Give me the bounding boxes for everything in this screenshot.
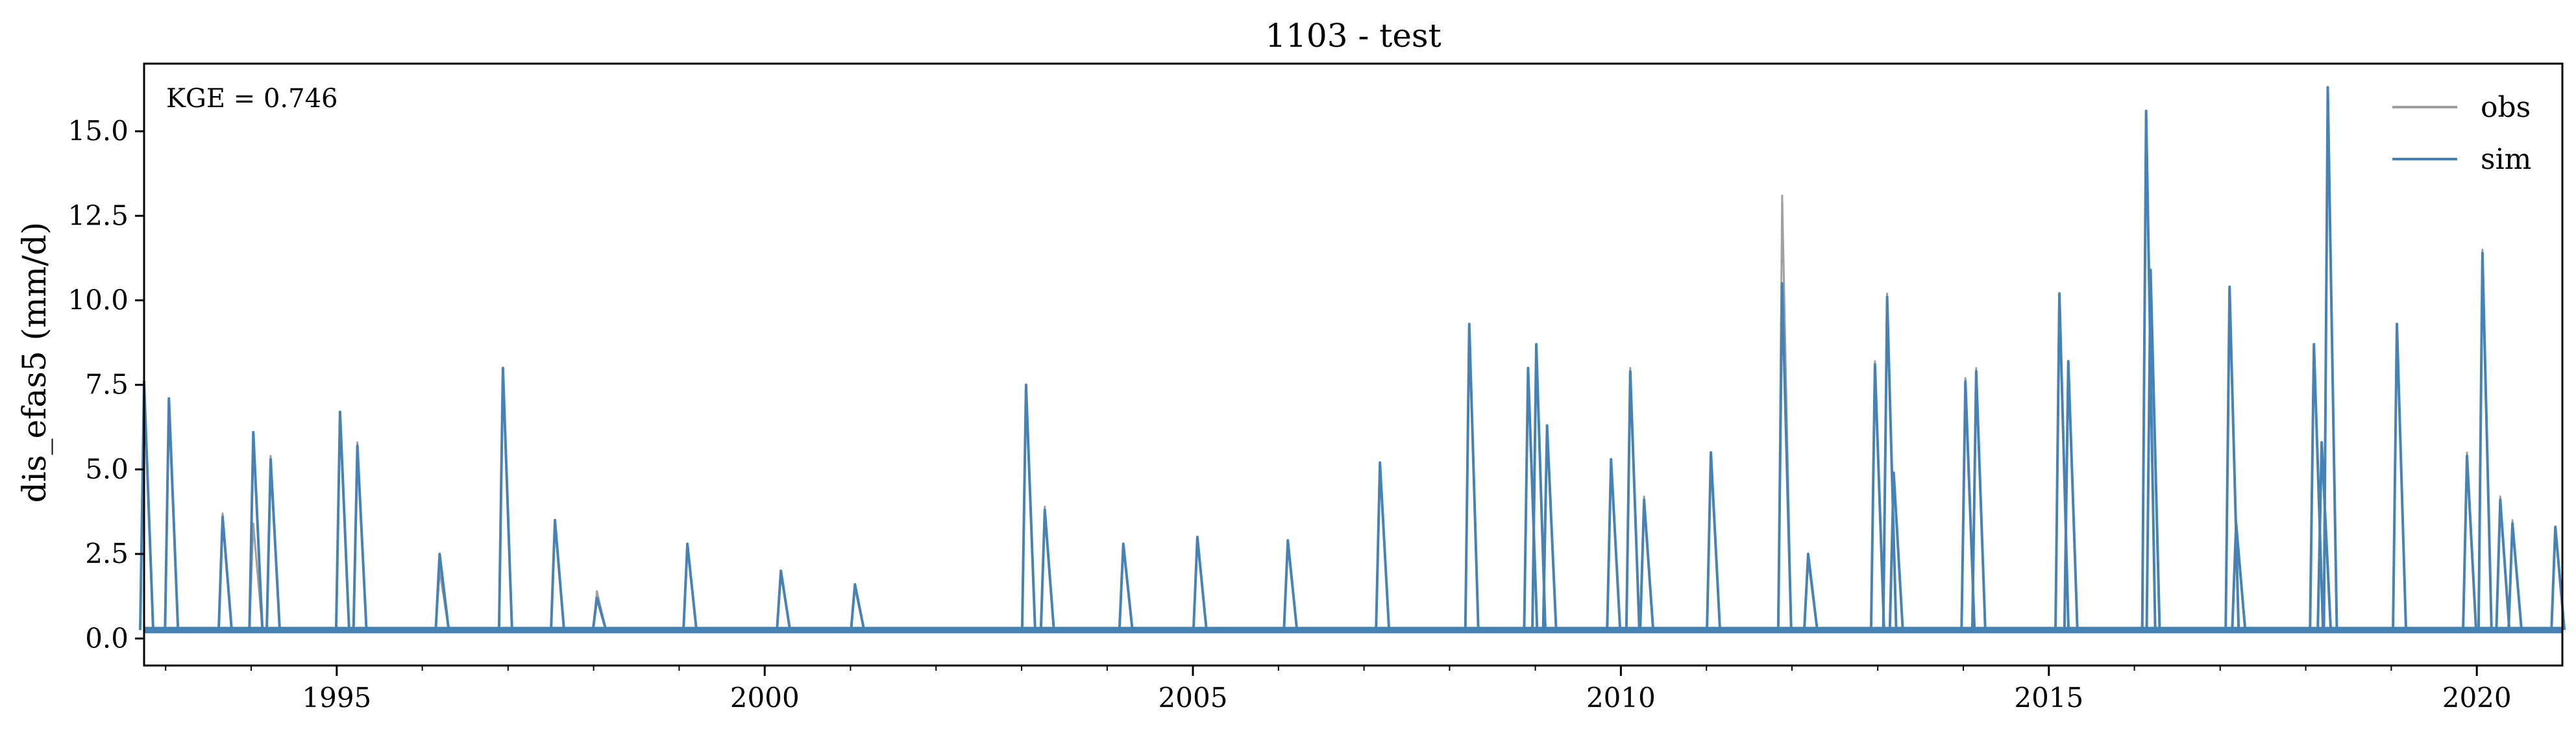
x-tick-label: 2005 [1159, 682, 1228, 714]
series-sim-point [1531, 343, 1547, 630]
series-sim-point [1888, 471, 1904, 630]
series-sim-point [550, 519, 566, 630]
series-sim-point [1776, 282, 1793, 630]
x-axis-ticks: 1995 2000 2005 2010 2015 2020 [165, 666, 2512, 714]
y-axis-label: dis_efas5 (mm/d) [16, 222, 53, 503]
x-tick-label: 1995 [302, 682, 371, 714]
series-sim-point [2507, 522, 2523, 630]
x-tick-label: 2000 [730, 682, 800, 714]
series-sim-point [1970, 369, 1987, 630]
series-sim-point [2462, 455, 2478, 630]
series-layer [139, 86, 2566, 634]
y-tick-label: 15.0 [67, 115, 129, 147]
y-tick-label: 2.5 [85, 538, 129, 569]
kge-annotation: KGE = 0.746 [166, 84, 338, 114]
series-sim-point [1118, 542, 1134, 630]
series-sim-point [1606, 458, 1622, 630]
legend-label-obs: obs [2481, 91, 2531, 124]
series-sim-point [850, 583, 866, 630]
x-tick-label: 2015 [2014, 682, 2083, 714]
series-sim-point [497, 366, 513, 630]
series-sim-point [2224, 285, 2240, 630]
x-tick-label: 2010 [1586, 682, 1656, 714]
series-sim-point [434, 553, 450, 630]
series-sim-point [1282, 539, 1299, 630]
series-sim-point [265, 458, 282, 630]
series-sim-point [682, 542, 698, 630]
series-sim-point [2322, 86, 2338, 630]
series-sim-point [776, 569, 792, 630]
series-sim-point [591, 596, 607, 630]
series-sim-point [2392, 323, 2408, 630]
series-sim-point [2231, 522, 2247, 630]
series-sim-point [1869, 363, 1885, 630]
series-sim-point [1192, 536, 1208, 630]
x-tick-label: 2020 [2442, 682, 2512, 714]
series-sim-point [1464, 323, 1480, 630]
series-sim-point [352, 444, 368, 630]
series-sim-point [1541, 424, 1558, 630]
series-sim-point [1020, 383, 1037, 630]
chart-title: 1103 - test [1265, 17, 1441, 55]
series-sim-point [1375, 461, 1391, 630]
series-sim-point [2141, 109, 2157, 630]
y-tick-label: 10.0 [67, 284, 129, 316]
series-sim-point [248, 430, 264, 630]
legend-label-sim: sim [2481, 143, 2531, 176]
legend: obs sim [2392, 91, 2531, 176]
series-sim-point [2145, 268, 2161, 630]
series-sim-point [1706, 451, 1722, 630]
series-sim-point [1960, 380, 1976, 630]
series-sim-point [2550, 525, 2566, 630]
series-sim-point [1039, 508, 1055, 630]
y-axis-ticks: 0.0 2.5 5.0 7.5 10.0 12.5 15.0 [67, 115, 144, 654]
series-sim-point [217, 515, 233, 630]
plot-frame [143, 62, 2564, 667]
series-sim-point [164, 397, 180, 630]
series-sim-point [334, 410, 350, 630]
series-sim [139, 86, 2566, 634]
series-sim-point [1639, 498, 1655, 630]
series-sim-point [2477, 251, 2493, 630]
y-tick-label: 0.0 [85, 622, 129, 654]
series-sim-point [2063, 360, 2079, 630]
series-sim-point [2495, 498, 2511, 630]
series-sim-point [1625, 369, 1641, 630]
y-tick-label: 12.5 [67, 199, 129, 231]
y-tick-label: 5.0 [85, 453, 129, 485]
series-sim-point [1802, 553, 1819, 630]
series-sim-point [2316, 441, 2333, 630]
y-tick-label: 7.5 [85, 369, 129, 401]
